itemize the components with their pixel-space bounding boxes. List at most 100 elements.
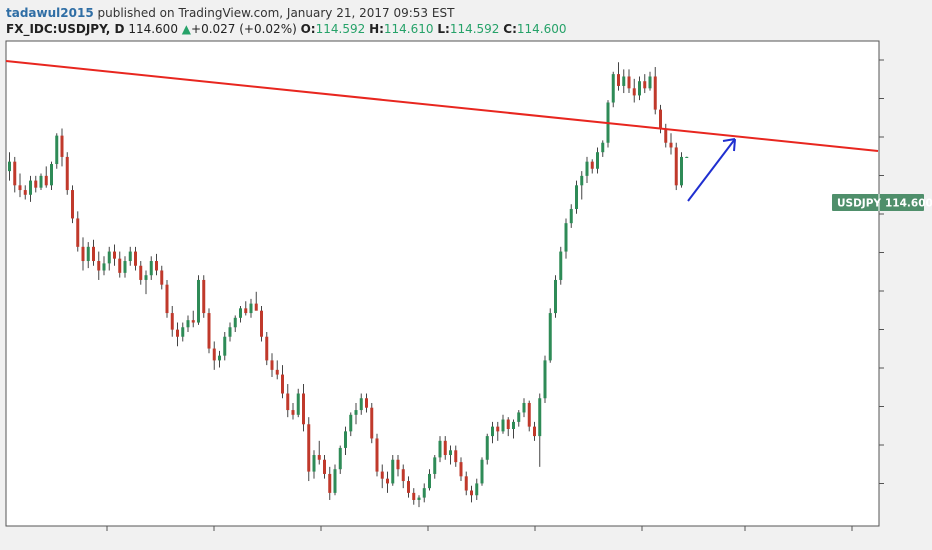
last-price: 114.600 (128, 22, 178, 36)
candle-body-down (23, 190, 27, 195)
price-tag-value: 114.600 (885, 198, 932, 210)
candle (611, 71, 615, 108)
candle (291, 402, 295, 420)
trendline[interactable] (5, 60, 879, 152)
published-text: published on TradingView.com, January 21… (97, 6, 455, 20)
candle-body-down (92, 246, 95, 262)
open-value: 114.592 (315, 22, 366, 36)
candle (375, 433, 379, 477)
candle (380, 464, 384, 489)
candle-body-up (338, 447, 342, 470)
candle (370, 402, 374, 444)
candle-body-down (302, 393, 305, 425)
candle (128, 246, 132, 266)
candle-body-up (239, 308, 242, 318)
candle-body-down (365, 398, 368, 408)
candle-body-up (501, 419, 505, 432)
candle (491, 421, 494, 444)
candle-body-down (464, 476, 468, 491)
candle (55, 133, 59, 169)
candle (653, 67, 657, 115)
price-tag-symbol: USDJPY (837, 198, 881, 210)
candle-body-down (170, 313, 174, 330)
candle (680, 152, 683, 188)
candle (170, 305, 174, 337)
candle-body-up (548, 313, 552, 361)
candle (254, 291, 258, 311)
candle-body-up (197, 279, 200, 323)
candle-body-up (648, 76, 652, 89)
candle-body-up (611, 74, 615, 103)
candle-body-up (433, 457, 437, 474)
candle (412, 488, 416, 505)
candle-body-up (596, 152, 599, 169)
price-axis-ticks (879, 59, 884, 484)
projection-arrow[interactable] (687, 138, 736, 202)
candle (260, 305, 263, 342)
high-label: H: (369, 22, 384, 36)
candle-body-down (176, 329, 179, 337)
candle (569, 204, 573, 228)
candle-body-down (212, 348, 216, 361)
candle (349, 412, 353, 437)
candle-body-down (496, 426, 500, 432)
candle (386, 471, 389, 493)
candle-body-up (580, 175, 584, 186)
candle (29, 175, 32, 202)
candle-body-down (134, 251, 137, 266)
candle-body-up (512, 421, 515, 429)
candle-body-down (44, 175, 48, 186)
candle-body-up (86, 246, 90, 262)
candle (286, 384, 290, 418)
candle (344, 426, 347, 456)
candle-body-up (181, 327, 185, 337)
candle-body-up (149, 261, 153, 276)
candle (396, 455, 400, 477)
change-arrow-icon: ▲ (181, 22, 192, 36)
candle-body-down (632, 88, 636, 96)
candle (401, 464, 405, 489)
candle (496, 421, 500, 441)
candle (459, 457, 463, 482)
candle-body-up (438, 440, 442, 458)
candle-body-up (391, 459, 395, 484)
candle-body-up (575, 185, 578, 209)
candle (464, 471, 468, 496)
candle (97, 251, 101, 280)
candle (438, 436, 442, 463)
plot-area[interactable] (5, 40, 880, 527)
candle (160, 265, 164, 290)
candle (181, 322, 185, 342)
candle (512, 419, 515, 439)
candle (296, 388, 300, 418)
candle-body-down (202, 279, 206, 314)
candle-body-down (401, 469, 405, 482)
candle (107, 246, 111, 271)
candle-body-up (480, 459, 484, 484)
candle-body-down (139, 265, 143, 280)
symbol-label[interactable]: FX_IDC:USDJPY, D (6, 22, 125, 36)
candle (123, 256, 127, 278)
candle (580, 171, 584, 200)
candle (554, 275, 557, 318)
author-link[interactable]: tadawul2015 (6, 6, 94, 20)
candle-body-up (622, 76, 626, 86)
candle (333, 464, 337, 496)
candle (50, 161, 53, 191)
candle (417, 495, 421, 508)
candle-body-down (323, 459, 326, 474)
candle-body-down (527, 402, 531, 427)
candle-body-down (664, 128, 668, 143)
candle (71, 185, 74, 224)
candle-body-up (8, 161, 11, 172)
candle (223, 332, 227, 361)
candle-body-down (281, 374, 284, 394)
candle-body-down (396, 459, 400, 470)
publisher-line: tadawul2015 published on TradingView.com… (6, 4, 454, 22)
candle (533, 421, 536, 441)
candle (18, 173, 22, 198)
candle-body-down (627, 76, 631, 89)
candle (407, 476, 410, 498)
candle-body-up (39, 175, 43, 188)
